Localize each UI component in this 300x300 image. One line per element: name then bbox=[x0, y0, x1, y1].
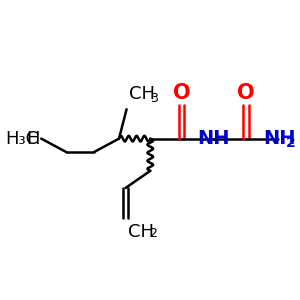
Text: 2: 2 bbox=[149, 227, 157, 240]
Text: 3: 3 bbox=[150, 92, 158, 105]
Text: O: O bbox=[237, 82, 255, 103]
Text: O: O bbox=[173, 82, 190, 103]
Text: NH: NH bbox=[197, 129, 230, 148]
Text: H: H bbox=[26, 130, 39, 148]
Text: H₃C: H₃C bbox=[5, 130, 38, 148]
Text: NH: NH bbox=[263, 129, 296, 148]
Text: 2: 2 bbox=[286, 136, 296, 150]
Text: CH: CH bbox=[129, 85, 155, 103]
Text: CH: CH bbox=[128, 223, 154, 241]
